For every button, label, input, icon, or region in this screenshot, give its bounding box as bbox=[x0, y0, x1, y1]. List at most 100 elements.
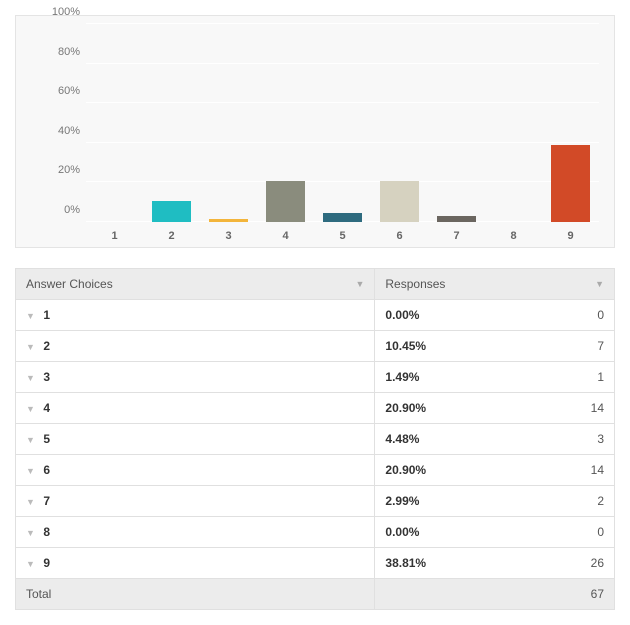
response-count: 2 bbox=[530, 486, 615, 517]
plot-area: 0%20%40%60%80%100% 123456789 bbox=[86, 24, 599, 222]
response-pct: 0.00% bbox=[375, 517, 530, 548]
choice-label: 6 bbox=[43, 463, 50, 477]
choice-cell[interactable]: ▼ 2 bbox=[16, 331, 375, 362]
table-header-row: Answer Choices ▼ Responses ▼ bbox=[16, 269, 615, 300]
response-count: 26 bbox=[530, 548, 615, 579]
bar bbox=[323, 213, 363, 222]
bar-slot: 7 bbox=[428, 24, 485, 222]
choice-cell[interactable]: ▼ 4 bbox=[16, 393, 375, 424]
x-tick-label: 1 bbox=[111, 230, 117, 242]
chevron-down-icon: ▼ bbox=[26, 559, 40, 569]
chevron-down-icon: ▼ bbox=[26, 435, 40, 445]
bar-slot: 1 bbox=[86, 24, 143, 222]
table-row: ▼ 54.48%3 bbox=[16, 424, 615, 455]
choice-label: 3 bbox=[43, 370, 50, 384]
chevron-down-icon: ▼ bbox=[355, 279, 364, 289]
bar-slot: 4 bbox=[257, 24, 314, 222]
response-pct: 20.90% bbox=[375, 393, 530, 424]
response-count: 14 bbox=[530, 455, 615, 486]
bar bbox=[380, 181, 420, 222]
bar-slot: 5 bbox=[314, 24, 371, 222]
y-tick-label: 100% bbox=[48, 6, 80, 18]
response-pct: 4.48% bbox=[375, 424, 530, 455]
x-tick-label: 8 bbox=[510, 230, 516, 242]
response-count: 1 bbox=[530, 362, 615, 393]
x-tick-label: 2 bbox=[168, 230, 174, 242]
response-count: 0 bbox=[530, 300, 615, 331]
x-tick-label: 5 bbox=[339, 230, 345, 242]
bar-slot: 8 bbox=[485, 24, 542, 222]
response-pct: 38.81% bbox=[375, 548, 530, 579]
x-tick-label: 3 bbox=[225, 230, 231, 242]
responses-table: Answer Choices ▼ Responses ▼ ▼ 10.00%0▼ … bbox=[15, 268, 615, 610]
table-row: ▼ 938.81%26 bbox=[16, 548, 615, 579]
choice-cell[interactable]: ▼ 1 bbox=[16, 300, 375, 331]
response-pct: 10.45% bbox=[375, 331, 530, 362]
bars-container: 123456789 bbox=[86, 24, 599, 222]
choice-label: 7 bbox=[43, 494, 50, 508]
choice-cell[interactable]: ▼ 7 bbox=[16, 486, 375, 517]
table-row: ▼ 31.49%1 bbox=[16, 362, 615, 393]
bar bbox=[266, 181, 306, 222]
bar-slot: 3 bbox=[200, 24, 257, 222]
response-count: 14 bbox=[530, 393, 615, 424]
response-count: 3 bbox=[530, 424, 615, 455]
table-row: ▼ 10.00%0 bbox=[16, 300, 615, 331]
choice-label: 4 bbox=[43, 401, 50, 415]
choice-cell[interactable]: ▼ 6 bbox=[16, 455, 375, 486]
bar bbox=[209, 219, 249, 222]
chevron-down-icon: ▼ bbox=[26, 342, 40, 352]
chevron-down-icon: ▼ bbox=[26, 373, 40, 383]
chevron-down-icon: ▼ bbox=[26, 404, 40, 414]
total-label: Total bbox=[16, 579, 375, 610]
response-count: 7 bbox=[530, 331, 615, 362]
x-tick-label: 4 bbox=[282, 230, 288, 242]
choice-cell[interactable]: ▼ 5 bbox=[16, 424, 375, 455]
bar bbox=[152, 201, 192, 222]
response-pct: 0.00% bbox=[375, 300, 530, 331]
chevron-down-icon: ▼ bbox=[26, 311, 40, 321]
table-row: ▼ 80.00%0 bbox=[16, 517, 615, 548]
bar-slot: 6 bbox=[371, 24, 428, 222]
bar-slot: 9 bbox=[542, 24, 599, 222]
y-tick-label: 20% bbox=[48, 164, 80, 176]
choice-cell[interactable]: ▼ 3 bbox=[16, 362, 375, 393]
choice-label: 2 bbox=[43, 339, 50, 353]
table-row: ▼ 420.90%14 bbox=[16, 393, 615, 424]
choice-label: 5 bbox=[43, 432, 50, 446]
x-tick-label: 7 bbox=[453, 230, 459, 242]
col-responses-label: Responses bbox=[385, 277, 445, 291]
bar-slot: 2 bbox=[143, 24, 200, 222]
choice-label: 8 bbox=[43, 525, 50, 539]
chevron-down-icon: ▼ bbox=[26, 528, 40, 538]
y-tick-label: 80% bbox=[48, 46, 80, 58]
chevron-down-icon: ▼ bbox=[26, 466, 40, 476]
chevron-down-icon: ▼ bbox=[595, 279, 604, 289]
col-answer-choices[interactable]: Answer Choices ▼ bbox=[16, 269, 375, 300]
response-count: 0 bbox=[530, 517, 615, 548]
bar bbox=[437, 216, 477, 222]
response-pct: 1.49% bbox=[375, 362, 530, 393]
choice-label: 9 bbox=[43, 556, 50, 570]
table-row: ▼ 620.90%14 bbox=[16, 455, 615, 486]
total-count: 67 bbox=[530, 579, 615, 610]
y-tick-label: 60% bbox=[48, 85, 80, 97]
total-pct bbox=[375, 579, 530, 610]
y-tick-label: 40% bbox=[48, 125, 80, 137]
chevron-down-icon: ▼ bbox=[26, 497, 40, 507]
bar bbox=[551, 145, 591, 222]
table-row: ▼ 210.45%7 bbox=[16, 331, 615, 362]
x-tick-label: 9 bbox=[567, 230, 573, 242]
total-row: Total 67 bbox=[16, 579, 615, 610]
choice-cell[interactable]: ▼ 8 bbox=[16, 517, 375, 548]
x-tick-label: 6 bbox=[396, 230, 402, 242]
col-answer-choices-label: Answer Choices bbox=[26, 277, 113, 291]
bar-chart: 0%20%40%60%80%100% 123456789 bbox=[15, 15, 615, 248]
col-responses[interactable]: Responses ▼ bbox=[375, 269, 615, 300]
response-pct: 20.90% bbox=[375, 455, 530, 486]
y-tick-label: 0% bbox=[48, 204, 80, 216]
table-row: ▼ 72.99%2 bbox=[16, 486, 615, 517]
choice-cell[interactable]: ▼ 9 bbox=[16, 548, 375, 579]
response-pct: 2.99% bbox=[375, 486, 530, 517]
choice-label: 1 bbox=[43, 308, 50, 322]
